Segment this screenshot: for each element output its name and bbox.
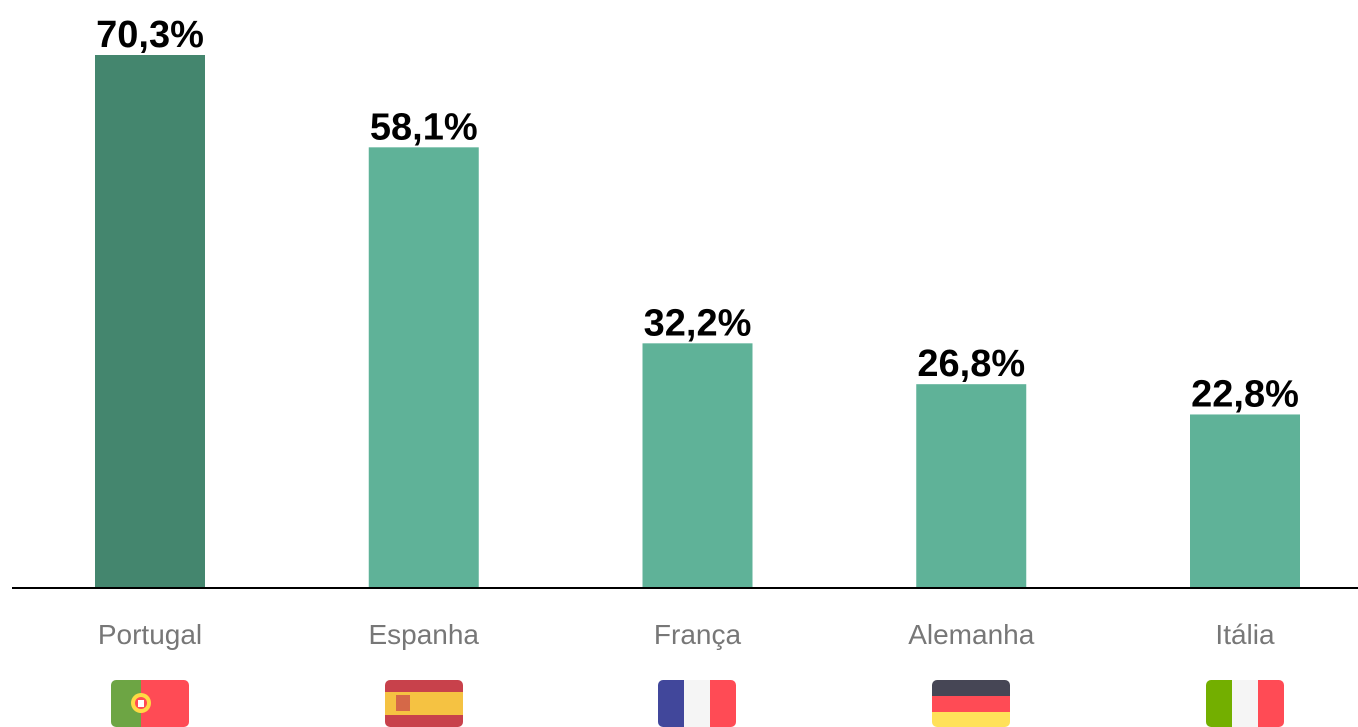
bar bbox=[95, 55, 205, 587]
value-label: 58,1% bbox=[370, 106, 478, 148]
flag-spain bbox=[385, 680, 463, 727]
flag-italy bbox=[1206, 680, 1284, 727]
flag-portugal bbox=[111, 680, 189, 727]
bar bbox=[368, 147, 479, 587]
x-tick-label: Itália bbox=[1215, 619, 1275, 650]
value-label: 70,3% bbox=[96, 14, 204, 56]
value-label: 22,8% bbox=[1191, 373, 1299, 415]
x-tick-label: Alemanha bbox=[908, 619, 1035, 650]
flag-germany bbox=[932, 680, 1010, 727]
x-tick-label: Espanha bbox=[368, 619, 479, 650]
x-tick-label: Portugal bbox=[98, 619, 202, 650]
x-tick-label: França bbox=[654, 619, 742, 650]
bar bbox=[642, 343, 753, 587]
flag-france bbox=[658, 680, 736, 727]
value-label: 32,2% bbox=[644, 302, 752, 344]
bar bbox=[1190, 414, 1300, 587]
bar bbox=[916, 384, 1027, 587]
value-label: 26,8% bbox=[917, 343, 1025, 385]
